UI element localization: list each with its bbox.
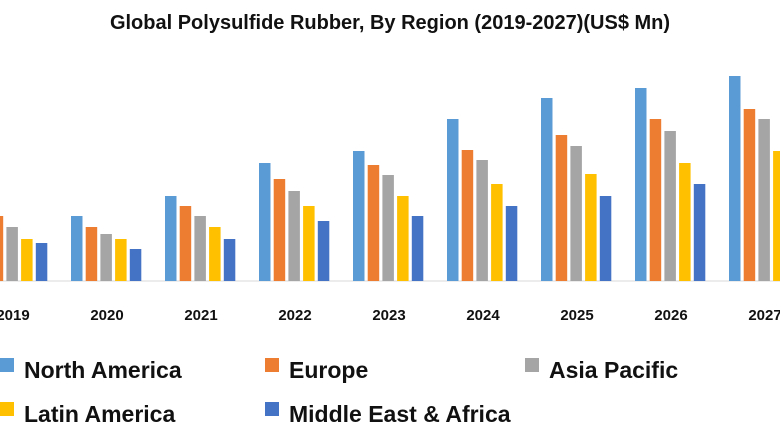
x-tick-label: 2019	[0, 307, 30, 324]
x-tick-label: 2020	[90, 307, 123, 324]
bar-2027-latin-america	[773, 151, 780, 281]
legend-swatch	[0, 402, 14, 416]
bar-2026-north-america	[635, 88, 647, 281]
bar-2020-asia-pacific	[100, 234, 112, 281]
legend-swatch	[0, 358, 14, 372]
bar-2025-north-america	[541, 98, 553, 281]
x-tick-label: 2025	[560, 307, 593, 324]
legend-label: Middle East & Africa	[289, 401, 511, 427]
bar-2022-latin-america	[303, 206, 315, 281]
legend-label: Asia Pacific	[549, 357, 678, 383]
bar-2019-europe	[0, 216, 4, 281]
bar-2022-asia-pacific	[288, 191, 300, 281]
bar-2022-europe	[273, 179, 286, 281]
bar-2019-middle-east-africa	[35, 243, 48, 281]
x-tick-label: 2026	[654, 307, 687, 324]
legend-label: Latin America	[24, 401, 175, 427]
bar-2020-latin-america	[115, 239, 127, 281]
x-tick-label: 2022	[278, 307, 311, 324]
x-tick-label: 2023	[372, 307, 405, 324]
bar-2022-middle-east-africa	[317, 221, 330, 281]
bar-2026-europe	[649, 119, 662, 281]
bar-2021-europe	[179, 206, 192, 281]
bar-2019-asia-pacific	[6, 227, 18, 281]
bar-2023-middle-east-africa	[411, 216, 424, 281]
bar-2027-europe	[743, 109, 756, 281]
bar-2019-latin-america	[21, 239, 33, 281]
legend-label: Europe	[289, 357, 368, 383]
bar-2021-north-america	[165, 196, 177, 281]
bar-2024-middle-east-africa	[505, 206, 518, 281]
bar-2026-latin-america	[679, 163, 691, 281]
bar-2023-europe	[367, 165, 380, 281]
bar-2023-asia-pacific	[382, 175, 394, 281]
legend-swatch	[265, 358, 279, 372]
legend-label: North America	[24, 357, 182, 383]
bar-2021-middle-east-africa	[223, 239, 236, 281]
bar-2020-north-america	[71, 216, 83, 281]
bar-2026-middle-east-africa	[693, 184, 706, 281]
legend-swatch	[265, 402, 279, 416]
bar-2024-europe	[461, 150, 474, 281]
bar-2022-north-america	[259, 163, 271, 281]
bar-2025-asia-pacific	[570, 146, 582, 281]
bar-2023-latin-america	[397, 196, 409, 281]
bar-2021-asia-pacific	[194, 216, 206, 281]
bar-2027-asia-pacific	[758, 119, 770, 281]
bar-2024-north-america	[447, 119, 459, 281]
x-tick-label: 2027	[748, 307, 780, 324]
bar-2021-latin-america	[209, 227, 221, 281]
bar-2025-middle-east-africa	[599, 196, 612, 281]
bar-2025-latin-america	[585, 174, 597, 281]
bar-2024-asia-pacific	[476, 160, 488, 281]
bar-2020-europe	[85, 227, 98, 281]
bar-2023-north-america	[353, 151, 365, 281]
x-tick-label: 2024	[466, 307, 500, 324]
chart-title: Global Polysulfide Rubber, By Region (20…	[109, 12, 671, 34]
bar-2025-europe	[555, 135, 568, 281]
bar-2024-latin-america	[491, 184, 503, 281]
bar-2020-middle-east-africa	[129, 249, 142, 281]
x-tick-label: 2021	[184, 307, 217, 324]
legend-swatch	[525, 358, 539, 372]
bar-2027-north-america	[729, 76, 741, 281]
bar-2026-asia-pacific	[664, 131, 676, 281]
